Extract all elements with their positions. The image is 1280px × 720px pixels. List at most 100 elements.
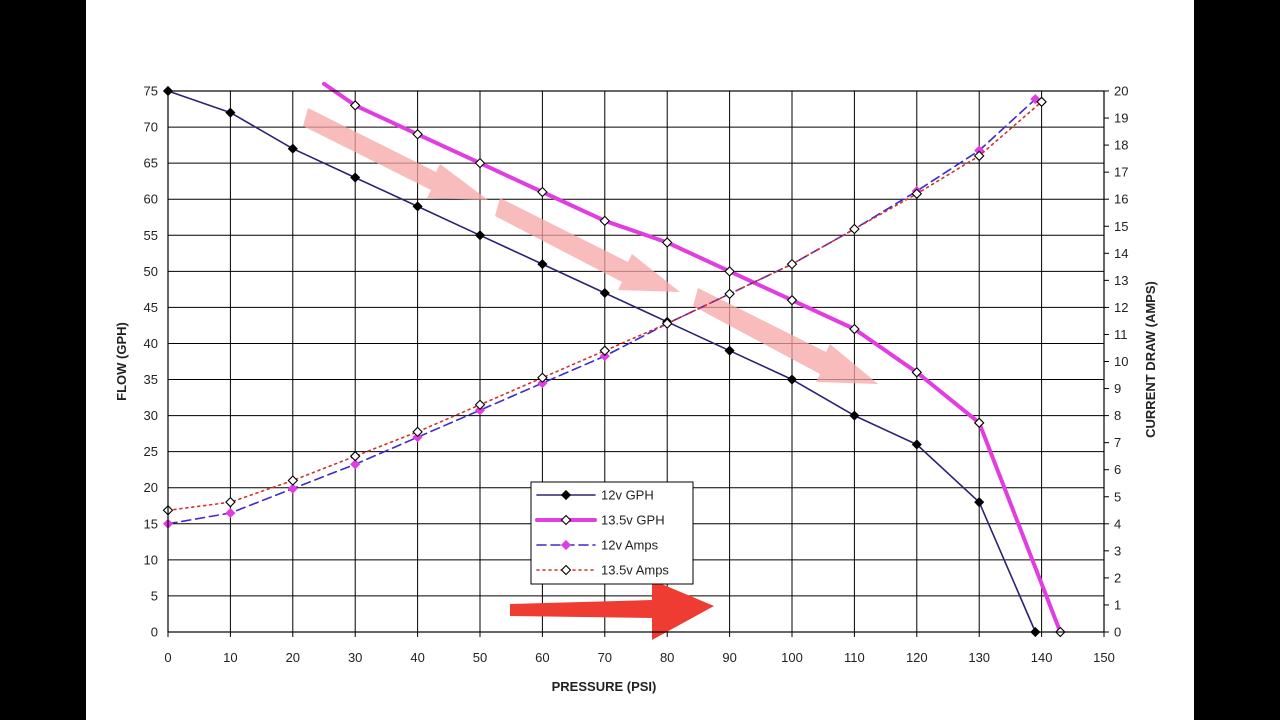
y2-tick-label: 19 [1114,111,1128,126]
y-tick-label: 75 [144,84,158,99]
y2-tick-label: 2 [1114,570,1121,585]
y2-tick-label: 0 [1114,625,1121,640]
grid [167,90,1105,633]
series-line [167,101,1043,512]
data-point [974,497,985,508]
data-point [287,475,299,486]
data-point [350,459,361,470]
y2-tick-label: 10 [1114,354,1128,369]
data-point [474,157,486,169]
data-point [349,450,361,462]
data-point [599,351,610,362]
y-tick-label: 25 [144,444,158,459]
annotation-arrows [303,108,878,640]
y-tick-label: 50 [144,264,158,279]
legend-box [530,481,694,585]
data-point [350,172,361,183]
data-point [911,188,923,200]
series-12v-amps [162,94,1041,529]
legend-label: 13.5v GPH [601,513,665,528]
data-point [599,215,611,227]
x-tick-label: 80 [660,650,674,665]
x-tick-label: 150 [1093,650,1115,665]
x-tick-label: 0 [164,650,171,665]
y-tick-label: 45 [144,300,158,315]
y2-tick-label: 3 [1114,543,1121,558]
data-point [225,107,236,118]
data-point [786,258,798,270]
legend-label: 12v Amps [601,538,659,553]
y2-tick-label: 18 [1114,138,1128,153]
y-tick-label: 5 [151,588,158,603]
data-point [412,432,423,443]
data-point [599,345,611,356]
pump-performance-chart: 0 10 20 30 40 50 60 70 80 90 100 110 120 130 140 150051… [114,81,1158,695]
x-tick-label: 60 [535,650,549,665]
data-point [1036,96,1047,108]
data-point [849,223,860,235]
data-point [537,259,548,270]
data-point [287,143,298,154]
x-axis-title: PRESSURE (PSI) [552,679,657,694]
data-point [412,201,423,212]
data-point [412,129,423,140]
x-tick-label: 110 [844,650,865,665]
data-point [661,318,673,329]
y-tick-label: 15 [144,516,158,531]
y2-tick-label: 15 [1114,219,1128,234]
y-tick-label: 65 [144,156,158,171]
x-tick-label: 120 [906,650,928,665]
y2-axis-title: CURRENT DRAW (AMPS) [1143,281,1158,438]
red-arrow [510,580,714,640]
y2-tick-label: 8 [1114,408,1121,423]
x-tick-label: 50 [473,650,487,665]
y-tick-label: 30 [144,408,158,423]
data-point [724,288,735,300]
series-13-5v-amps [162,96,1047,516]
series [162,81,1066,638]
y2-tick-label: 16 [1114,192,1128,207]
y-tick-label: 10 [144,552,158,567]
x-tick-label: 10 [223,650,237,665]
legend-marker [560,489,572,501]
pink-arrow-2 [495,198,680,292]
data-point [973,417,985,429]
data-point [412,426,423,438]
data-point [911,439,922,450]
x-tick-label: 130 [968,650,990,665]
x-tick-label: 140 [1031,650,1053,665]
y-tick-label: 0 [151,625,158,640]
pink-arrow-3 [693,288,878,384]
y2-tick-label: 6 [1114,462,1121,477]
y-tick-label: 40 [144,336,158,351]
axes: 0 10 20 30 40 50 60 70 80 90 100 110 120 130 140 150051… [114,84,1158,695]
data-point [474,230,486,241]
data-point [786,374,798,385]
y2-tick-label: 17 [1114,165,1128,180]
data-point [537,372,548,384]
y2-tick-label: 9 [1114,381,1121,396]
data-point [287,483,298,494]
y2-tick-label: 7 [1114,435,1121,450]
data-point [474,399,486,411]
data-point [849,323,860,335]
data-point [474,405,486,416]
y-tick-label: 35 [144,372,158,387]
x-tick-label: 100 [781,650,803,665]
legend-marker [560,539,572,551]
data-point [225,507,236,519]
data-point [724,266,735,277]
pink-arrow-1 [303,108,488,200]
x-tick-label: 90 [722,650,736,665]
y2-tick-label: 11 [1114,327,1128,342]
legend: 12v GPH 13.5v GPH 12v Amps 13.5v Amps [530,481,694,585]
data-point [849,410,860,421]
data-point [724,345,735,356]
data-point [786,294,798,306]
y2-tick-label: 13 [1114,273,1128,288]
y2-tick-label: 1 [1114,597,1121,612]
data-point [911,367,923,378]
legend-label: 13.5v Amps [601,563,669,578]
y2-tick-label: 20 [1114,84,1128,99]
chart-frame: 0 10 20 30 40 50 60 70 80 90 100 110 120 130 140 150 0 5 1… [86,0,1194,720]
